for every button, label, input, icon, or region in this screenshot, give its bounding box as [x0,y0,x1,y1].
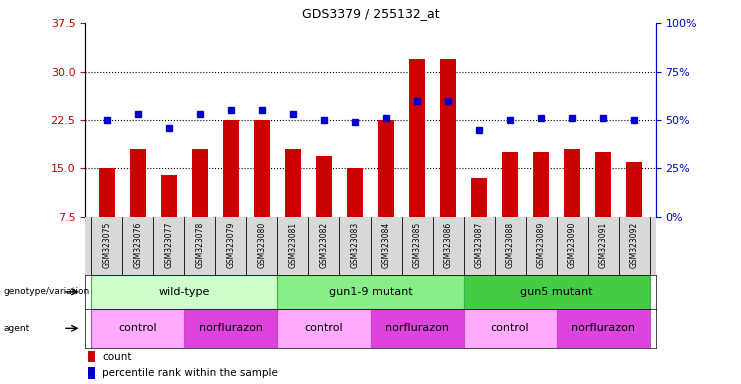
Text: GSM323078: GSM323078 [196,222,205,268]
Text: wild-type: wild-type [159,287,210,297]
Bar [440,59,456,217]
Text: norflurazon: norflurazon [199,323,263,333]
Text: GSM323083: GSM323083 [350,222,359,268]
Text: gun1-9 mutant: gun1-9 mutant [328,287,413,297]
Text: control: control [119,323,157,333]
Bar [223,120,239,217]
Bar [285,149,301,217]
Text: GSM323088: GSM323088 [505,222,514,268]
Text: norflurazon: norflurazon [385,323,449,333]
Text: GSM323080: GSM323080 [257,222,267,268]
Text: control: control [491,323,529,333]
Bar [185,309,277,348]
Text: percentile rank within the sample: percentile rank within the sample [102,368,278,378]
Title: GDS3379 / 255132_at: GDS3379 / 255132_at [302,7,439,20]
Bar [471,178,487,217]
Text: GSM323090: GSM323090 [568,222,576,268]
Bar [626,162,642,217]
Text: GSM323086: GSM323086 [444,222,453,268]
Bar [162,175,176,217]
Bar [565,149,579,217]
Bar [595,152,611,217]
Bar [464,275,650,309]
Bar [502,152,518,217]
Bar [464,309,556,348]
Text: norflurazon: norflurazon [571,323,635,333]
Bar [409,59,425,217]
Bar [556,309,650,348]
Bar [130,149,146,217]
Bar [277,275,464,309]
Text: control: control [305,323,343,333]
Text: gun5 mutant: gun5 mutant [520,287,593,297]
Text: genotype/variation: genotype/variation [4,287,90,296]
Bar [254,120,270,217]
Bar [534,152,549,217]
Bar [99,169,115,217]
Bar [316,156,332,217]
Text: GSM323079: GSM323079 [227,222,236,268]
Bar [88,367,95,379]
Text: GSM323089: GSM323089 [536,222,545,268]
Bar [378,120,393,217]
Text: GSM323077: GSM323077 [165,222,173,268]
Bar [192,149,207,217]
Text: agent: agent [4,324,30,333]
Bar [91,309,185,348]
Text: GSM323084: GSM323084 [382,222,391,268]
Text: GSM323076: GSM323076 [133,222,142,268]
Bar [348,169,363,217]
Bar [91,275,277,309]
Text: GSM323087: GSM323087 [474,222,484,268]
Text: GSM323085: GSM323085 [413,222,422,268]
Bar [277,309,370,348]
Bar [88,351,95,362]
Text: GSM323091: GSM323091 [599,222,608,268]
Text: GSM323092: GSM323092 [630,222,639,268]
Text: GSM323082: GSM323082 [319,222,328,268]
Text: GSM323081: GSM323081 [288,222,297,268]
Text: count: count [102,352,132,362]
Text: GSM323075: GSM323075 [102,222,111,268]
Bar [370,309,464,348]
